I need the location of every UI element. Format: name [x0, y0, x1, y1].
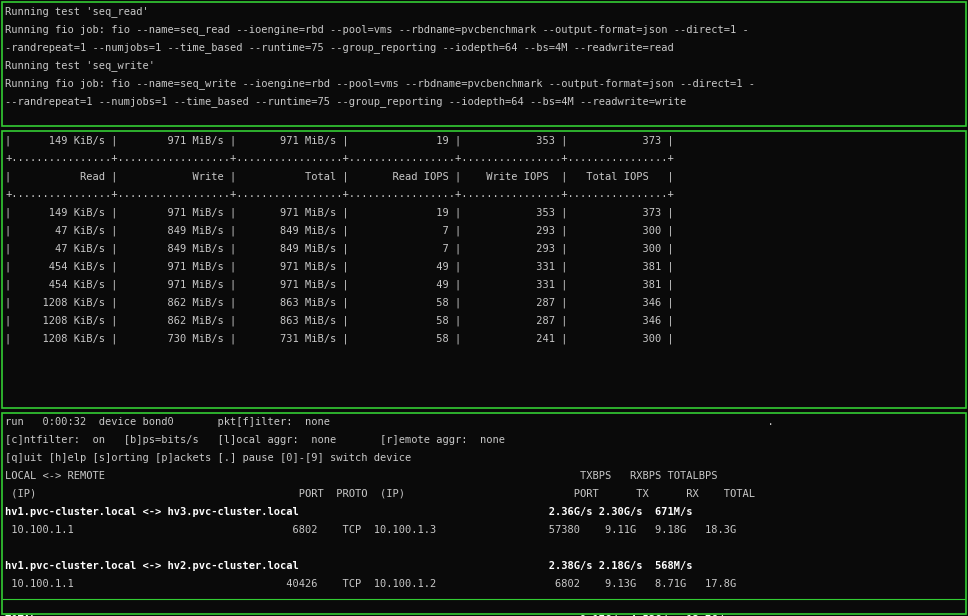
- Text: |     1208 KiB/s |        862 MiB/s |       863 MiB/s |              58 |       : | 1208 KiB/s | 862 MiB/s | 863 MiB/s | 5…: [5, 315, 674, 325]
- Text: run   0:00:32  device bond0       pkt[f]ilter:  none                            : run 0:00:32 device bond0 pkt[f]ilter: no…: [5, 417, 773, 427]
- Text: Running fio job: fio --name=seq_write --ioengine=rbd --pool=vms --rbdname=pvcben: Running fio job: fio --name=seq_write --…: [5, 78, 755, 89]
- Text: +................+..................+.................+.................+.......: +................+..................+...…: [5, 189, 674, 199]
- Text: 10.100.1.1                                  40426    TCP  10.100.1.2            : 10.100.1.1 40426 TCP 10.100.1.2: [5, 579, 737, 589]
- Text: hv1.pvc-cluster.local <-> hv3.pvc-cluster.local                                 : hv1.pvc-cluster.local <-> hv3.pvc-cluste…: [5, 507, 692, 517]
- Text: -randrepeat=1 --numjobs=1 --time_based --runtime=75 --group_reporting --iodepth=: -randrepeat=1 --numjobs=1 --time_based -…: [5, 42, 674, 53]
- Text: Running fio job: fio --name=seq_read --ioengine=rbd --pool=vms --rbdname=pvcbenc: Running fio job: fio --name=seq_read --i…: [5, 24, 749, 35]
- Text: 10.100.1.1                                   6802    TCP  10.100.1.3            : 10.100.1.1 6802 TCP 10.100.1.3: [5, 525, 737, 535]
- Text: hv1.pvc-cluster.local <-> hv2.pvc-cluster.local                                 : hv1.pvc-cluster.local <-> hv2.pvc-cluste…: [5, 561, 692, 571]
- Bar: [2, 131, 966, 408]
- Text: |      149 KiB/s |        971 MiB/s |       971 MiB/s |              19 |       : | 149 KiB/s | 971 MiB/s | 971 MiB/s | 19…: [5, 207, 674, 217]
- Text: LOCAL <-> REMOTE                                                                : LOCAL <-> REMOTE: [5, 471, 717, 481]
- Text: Running test 'seq_read': Running test 'seq_read': [5, 6, 149, 17]
- Text: |       47 KiB/s |        849 MiB/s |       849 MiB/s |               7 |       : | 47 KiB/s | 849 MiB/s | 849 MiB/s | 7 |: [5, 243, 674, 254]
- Text: |     1208 KiB/s |        730 MiB/s |       731 MiB/s |              58 |       : | 1208 KiB/s | 730 MiB/s | 731 MiB/s | 5…: [5, 333, 674, 344]
- Text: |      454 KiB/s |        971 MiB/s |       971 MiB/s |              49 |       : | 454 KiB/s | 971 MiB/s | 971 MiB/s | 49…: [5, 279, 674, 290]
- Text: |           Read |            Write |           Total |       Read IOPS |    Wri: | Read | Write | Total | Read IOPS | Wri: [5, 171, 674, 182]
- Text: |       47 KiB/s |        849 MiB/s |       849 MiB/s |               7 |       : | 47 KiB/s | 849 MiB/s | 849 MiB/s | 7 |: [5, 225, 674, 235]
- Text: [q]uit [h]elp [s]orting [p]ackets [.] pause [0]-[9] switch device: [q]uit [h]elp [s]orting [p]ackets [.] pa…: [5, 453, 411, 463]
- Text: |     1208 KiB/s |        862 MiB/s |       863 MiB/s |              58 |       : | 1208 KiB/s | 862 MiB/s | 863 MiB/s | 5…: [5, 297, 674, 307]
- Text: TOTAL                                                                           : TOTAL: [5, 615, 730, 616]
- Text: |      149 KiB/s |        971 MiB/s |       971 MiB/s |              19 |       : | 149 KiB/s | 971 MiB/s | 971 MiB/s | 19…: [5, 135, 674, 145]
- Text: --randrepeat=1 --numjobs=1 --time_based --runtime=75 --group_reporting --iodepth: --randrepeat=1 --numjobs=1 --time_based …: [5, 96, 686, 107]
- Text: (IP)                                          PORT  PROTO  (IP)                 : (IP) PORT PROTO (IP): [5, 489, 755, 499]
- Text: |      454 KiB/s |        971 MiB/s |       971 MiB/s |              49 |       : | 454 KiB/s | 971 MiB/s | 971 MiB/s | 49…: [5, 261, 674, 272]
- Text: +................+..................+.................+.................+.......: +................+..................+...…: [5, 153, 674, 163]
- Text: [c]ntfilter:  on   [b]ps=bits/s   [l]ocal aggr:  none       [r]emote aggr:  none: [c]ntfilter: on [b]ps=bits/s [l]ocal agg…: [5, 435, 505, 445]
- Text: Running test 'seq_write': Running test 'seq_write': [5, 60, 155, 71]
- Bar: [2, 413, 966, 614]
- Bar: [2, 2, 966, 126]
